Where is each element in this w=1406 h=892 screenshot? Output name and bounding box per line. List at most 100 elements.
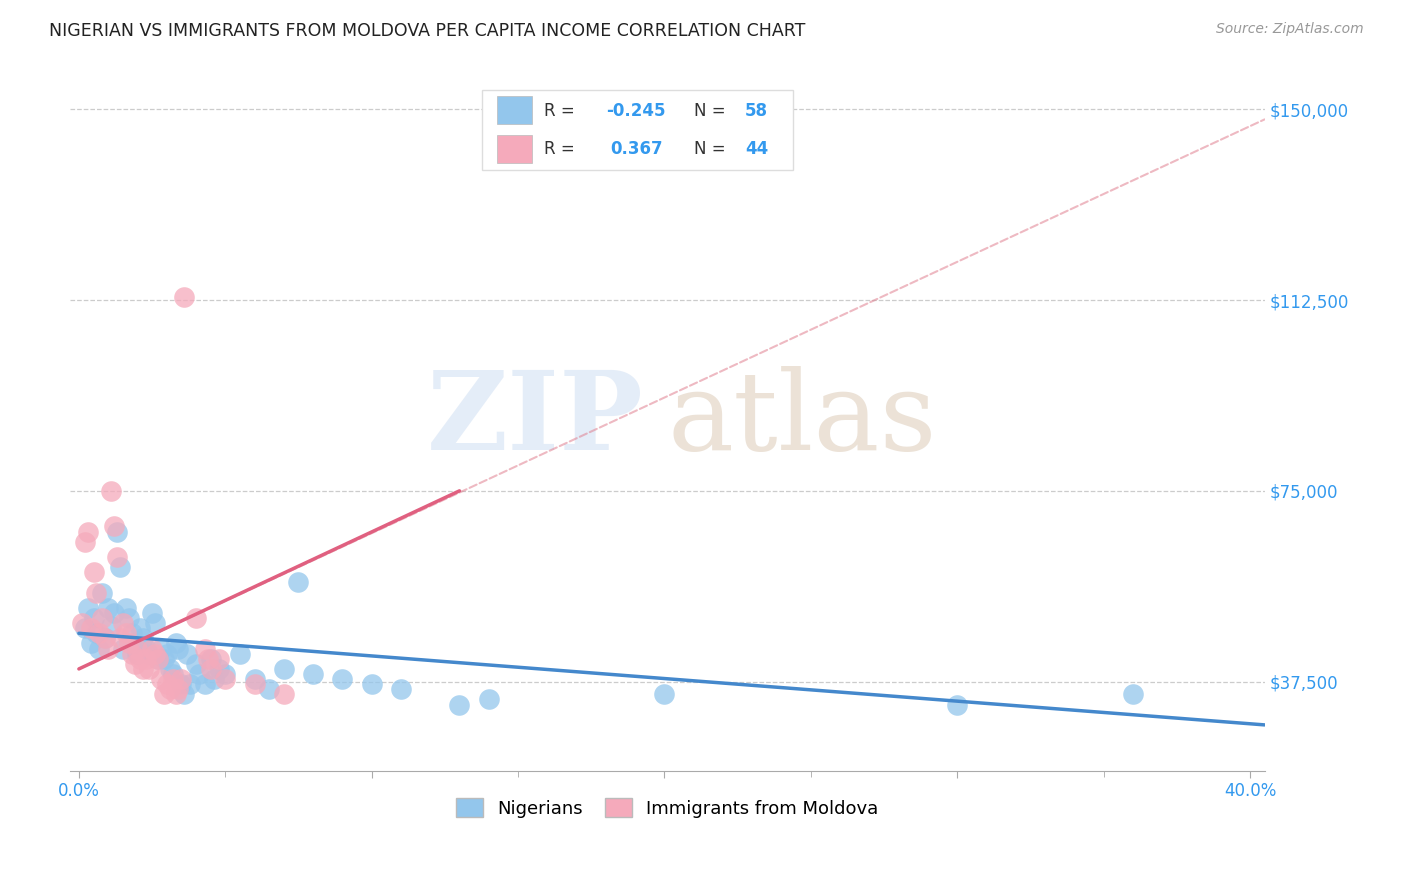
Point	[94, 632, 117, 646]
Point	[79, 636, 101, 650]
Point	[114, 600, 136, 615]
Point	[146, 652, 169, 666]
Point	[138, 662, 160, 676]
Point	[200, 652, 222, 666]
Point	[100, 483, 122, 498]
Point	[121, 647, 143, 661]
Point	[83, 566, 105, 580]
Point	[127, 641, 149, 656]
Point	[229, 647, 252, 661]
Point	[202, 672, 225, 686]
Point	[114, 626, 136, 640]
Point	[162, 667, 184, 681]
Point	[257, 682, 280, 697]
Point	[208, 662, 231, 676]
Point	[214, 672, 236, 686]
Point	[143, 616, 166, 631]
Point	[273, 662, 295, 676]
Point	[273, 687, 295, 701]
Point	[197, 652, 219, 666]
Point	[165, 636, 187, 650]
Point	[124, 636, 146, 650]
Text: -0.245: -0.245	[606, 103, 666, 120]
Point	[111, 616, 134, 631]
Point	[159, 662, 181, 676]
Point	[83, 611, 105, 625]
Legend: Nigerians, Immigrants from Moldova: Nigerians, Immigrants from Moldova	[449, 791, 886, 825]
Point	[132, 662, 155, 676]
Point	[91, 585, 114, 599]
Text: 0.367: 0.367	[610, 139, 662, 158]
Point	[73, 534, 96, 549]
Point	[97, 600, 120, 615]
Point	[478, 692, 501, 706]
Point	[91, 611, 114, 625]
Point	[156, 647, 179, 661]
Point	[127, 647, 149, 661]
Point	[149, 641, 172, 656]
Point	[143, 647, 166, 661]
Point	[97, 641, 120, 656]
Point	[167, 682, 190, 697]
Point	[184, 611, 207, 625]
Point	[287, 575, 309, 590]
Point	[70, 616, 93, 631]
Point	[149, 672, 172, 686]
Point	[100, 618, 122, 632]
Point	[654, 687, 676, 701]
Point	[138, 647, 160, 661]
Text: R =: R =	[544, 103, 581, 120]
Point	[165, 687, 187, 701]
Point	[360, 677, 382, 691]
Point	[118, 636, 141, 650]
Text: R =: R =	[544, 139, 581, 158]
Bar	[482, 89, 793, 170]
Point	[108, 632, 131, 646]
Point	[94, 632, 117, 646]
Bar	[496, 96, 533, 124]
Point	[449, 698, 471, 712]
Point	[141, 641, 163, 656]
Text: ZIP: ZIP	[426, 366, 644, 473]
Point	[89, 626, 111, 640]
Point	[121, 626, 143, 640]
Point	[156, 677, 179, 691]
Point	[194, 677, 217, 691]
Point	[214, 667, 236, 681]
Point	[103, 519, 125, 533]
Text: Source: ZipAtlas.com: Source: ZipAtlas.com	[1216, 22, 1364, 37]
Point	[132, 632, 155, 646]
Text: N =: N =	[693, 103, 731, 120]
Point	[152, 687, 174, 701]
Point	[76, 524, 98, 539]
Point	[111, 641, 134, 656]
Point	[129, 621, 152, 635]
Point	[176, 647, 198, 661]
Point	[103, 606, 125, 620]
Text: NIGERIAN VS IMMIGRANTS FROM MOLDOVA PER CAPITA INCOME CORRELATION CHART: NIGERIAN VS IMMIGRANTS FROM MOLDOVA PER …	[49, 22, 806, 40]
Point	[194, 641, 217, 656]
Point	[152, 652, 174, 666]
Point	[105, 549, 128, 564]
Point	[332, 672, 354, 686]
Point	[135, 641, 157, 656]
Point	[1122, 687, 1144, 701]
Point	[302, 667, 325, 681]
Point	[946, 698, 969, 712]
Point	[108, 560, 131, 574]
Point	[208, 652, 231, 666]
Point	[135, 652, 157, 666]
Point	[146, 652, 169, 666]
Point	[170, 677, 193, 691]
Point	[243, 672, 266, 686]
Point	[173, 291, 195, 305]
Text: atlas: atlas	[668, 366, 936, 473]
Point	[167, 641, 190, 656]
Bar	[496, 136, 533, 163]
Point	[89, 641, 111, 656]
Point	[170, 672, 193, 686]
Point	[159, 682, 181, 697]
Point	[184, 657, 207, 671]
Point	[76, 600, 98, 615]
Point	[162, 672, 184, 686]
